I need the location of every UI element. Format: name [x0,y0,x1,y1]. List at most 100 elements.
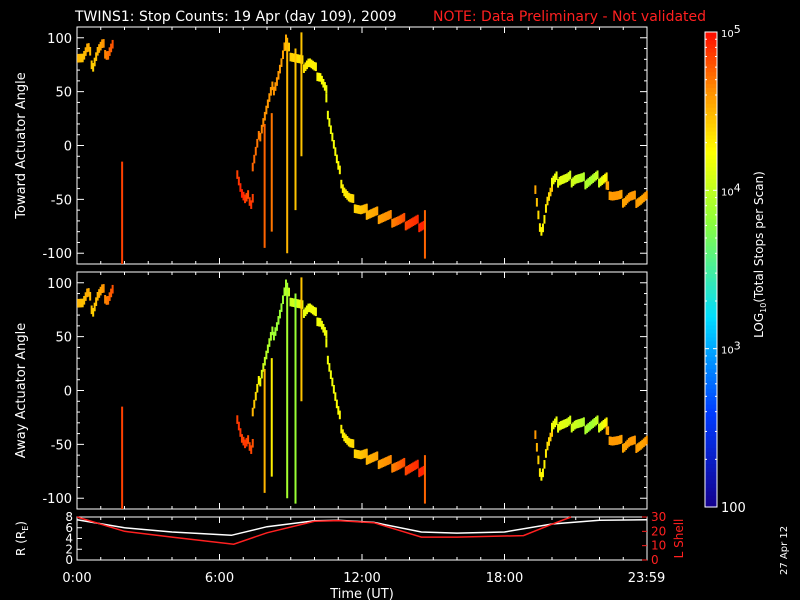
colorbar-cell [705,71,717,77]
y-right-tick-label: 10 [651,539,666,553]
y-tick-label: 0 [65,553,73,567]
colorbar-cell [705,483,717,488]
y-tick-label: 100 [47,277,72,292]
colorbar-tick-exp: 4 [734,181,741,194]
colorbar-cell [705,206,717,211]
colorbar-cell [705,245,717,251]
colorbar-cell [705,91,717,96]
colorbar-cell [705,336,717,342]
colorbar-cell [705,182,717,187]
colorbar-cell [705,83,717,89]
colorbar-cell [705,479,717,484]
colorbar-cell [705,495,717,500]
colorbar-cell [705,210,717,215]
colorbar-cell [705,396,717,401]
colorbar-cell [705,451,717,457]
colorbar-cell [705,277,717,282]
colorbar-cell [705,471,717,476]
y-axis-label: Away Actuator Angle [14,323,29,458]
y-tick-label: -50 [51,193,72,208]
colorbar-cell [705,186,717,191]
colorbar-label-main: LOG [752,313,766,338]
colorbar-cell [705,194,717,199]
colorbar-cell [705,400,717,405]
y-tick-label: 2 [65,542,73,556]
colorbar-cell [705,142,717,148]
colorbar-cell [705,158,717,164]
colorbar-cell [705,43,717,49]
colorbar-tick-base: 10 [721,187,734,198]
colorbar-cell [705,229,717,235]
colorbar-cell [705,222,717,227]
colorbar-cell [705,150,717,156]
x-tick-label: 18:00 [486,571,523,586]
colorbar-cell [705,190,717,195]
y-tick-label: 0 [64,140,72,155]
colorbar-cell [705,317,717,322]
colorbar-tick-base: 100 [721,501,746,516]
colorbar-cell [705,99,717,104]
colorbar-cell [705,123,717,128]
colorbar-cell [705,55,717,61]
colorbar-cell [705,253,717,259]
colorbar-cell [705,360,717,366]
colorbar-cell [705,87,717,92]
colorbar-cell [705,214,717,219]
x-tick-label: 23:59 [628,571,665,586]
x-tick-label: 6:00 [205,571,234,586]
colorbar-cell [705,107,717,112]
colorbar-cell [705,202,717,207]
colorbar-cell [705,463,717,469]
colorbar-cell [705,427,717,433]
colorbar-cell [705,404,717,409]
colorbar-cell [705,218,717,223]
y-axis-label: Toward Actuator Angle [14,72,29,219]
colorbar-cell [705,233,717,239]
preliminary-note: NOTE: Data Preliminary - Not validated [433,9,706,25]
y-tick-label: 0 [64,385,72,400]
y-axis-label: R (RE) [14,521,30,556]
colorbar-cell [705,261,717,267]
colorbar-cell [705,305,717,310]
colorbar-cell [705,237,717,243]
colorbar-cell [705,415,717,421]
y-tick-label: 100 [47,32,72,47]
colorbar-cell [705,265,717,271]
colorbar-cell [705,225,717,231]
colorbar-cell [705,301,717,306]
colorbar-tick-label: 104 [721,181,741,198]
y-right-tick-label: 20 [651,524,666,538]
y-tick-label: 50 [55,86,72,101]
colorbar-cell [705,459,717,465]
colorbar-cell [705,447,717,453]
colorbar-cell [705,39,717,45]
y-right-tick-label: 0 [651,553,659,567]
colorbar-cell [705,138,717,144]
colorbar-label-sub: 10 [759,303,768,313]
colorbar-label: LOG10(Total Stops per Scan) [752,171,768,338]
y-axis-label-end: ) [14,521,28,526]
colorbar-cell [705,154,717,160]
colorbar-cell [705,380,717,385]
away-angle-panel: 100 50 0 -50 -100 Away Actuator Angle [14,271,648,510]
plot-frame [76,26,648,265]
colorbar-cell [705,75,717,81]
colorbar-cell [705,281,717,286]
colorbar-cell [705,408,717,413]
colorbar-cell [705,198,717,203]
y-axis-label-main: R (R [14,531,28,556]
colorbar-cell [705,119,717,124]
colorbar-cell [705,174,717,180]
colorbar-cell [705,356,717,362]
y-tick-label: 6 [65,521,73,535]
colorbar-cell [705,435,717,441]
colorbar-cell [705,51,717,57]
colorbar-cell [705,59,717,65]
colorbar-cell [705,412,717,417]
colorbar-cell [705,384,717,389]
colorbar-cell [705,47,717,53]
colorbar-cell [705,431,717,437]
colorbar-cell [705,293,717,298]
